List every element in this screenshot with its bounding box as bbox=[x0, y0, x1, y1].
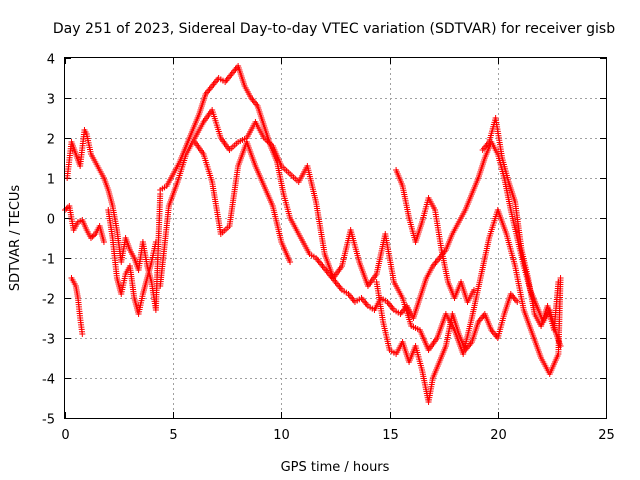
data-point bbox=[287, 259, 294, 265]
plot-frame bbox=[64, 57, 607, 419]
y-axis-label: SDTVAR / TECUs bbox=[8, 185, 23, 292]
y-tick-label: -5 bbox=[42, 413, 55, 428]
y-tick-label: -4 bbox=[42, 373, 55, 388]
chart-title: Day 251 of 2023, Sidereal Day-to-day VTE… bbox=[53, 21, 615, 37]
x-tick-label: 0 bbox=[61, 428, 69, 443]
data-point bbox=[87, 235, 94, 241]
y-tick-labels: -5 -4 -3 -2 -1 0 1 2 3 4 bbox=[42, 53, 55, 428]
data-points bbox=[62, 63, 564, 405]
x-tick-label: 25 bbox=[598, 428, 615, 443]
x-tick-label: 15 bbox=[382, 428, 399, 443]
data-point bbox=[100, 239, 107, 245]
y-tick-label: -1 bbox=[42, 253, 55, 268]
data-point-fill bbox=[89, 233, 96, 240]
y-tick-label: 4 bbox=[47, 53, 55, 68]
y-tick-label: 0 bbox=[47, 213, 55, 228]
data-point-fill bbox=[90, 232, 97, 239]
x-tick-label: 5 bbox=[169, 428, 177, 443]
data-point bbox=[555, 279, 562, 285]
y-tick-label: 3 bbox=[47, 93, 55, 108]
data-point bbox=[470, 287, 477, 293]
y-tick-label: -2 bbox=[42, 293, 55, 308]
data-point bbox=[152, 239, 159, 245]
data-point bbox=[557, 275, 564, 281]
x-tick-labels: 0 5 10 15 20 25 bbox=[61, 428, 614, 443]
x-axis-label: GPS time / hours bbox=[281, 460, 390, 475]
axis-ticks bbox=[65, 58, 607, 419]
x-tick-label: 10 bbox=[273, 428, 290, 443]
y-tick-label: 1 bbox=[47, 173, 55, 188]
data-point bbox=[79, 331, 86, 337]
x-tick-label: 20 bbox=[490, 428, 507, 443]
data-point bbox=[514, 299, 521, 305]
y-tick-label: -3 bbox=[42, 333, 55, 348]
grid-lines bbox=[65, 58, 606, 418]
y-tick-label: 2 bbox=[47, 133, 55, 148]
